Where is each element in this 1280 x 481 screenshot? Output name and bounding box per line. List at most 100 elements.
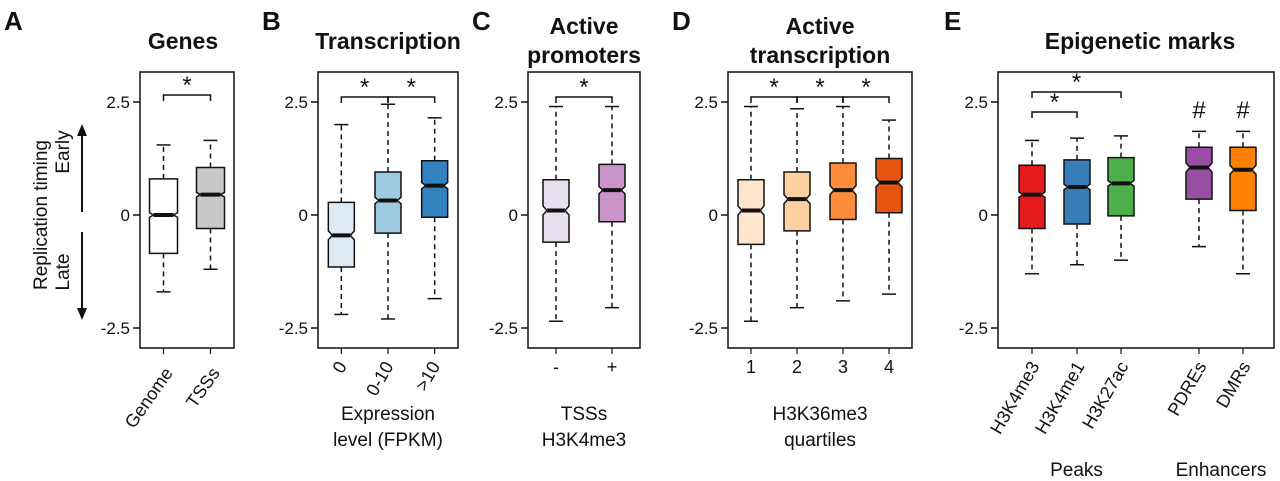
significance-bracket: * bbox=[555, 74, 613, 103]
box-body bbox=[1063, 159, 1091, 225]
y-tick-label: 2.5 bbox=[106, 93, 130, 112]
x-axis-label: TSSs bbox=[561, 404, 607, 425]
hash-marker: # bbox=[1192, 97, 1206, 124]
significance-bracket-line bbox=[162, 94, 212, 101]
significance-marker: * bbox=[407, 74, 416, 101]
significance-bracket: * bbox=[162, 72, 212, 101]
y-tick-label: 0 bbox=[509, 206, 518, 225]
box-body bbox=[1018, 164, 1046, 230]
box-body bbox=[598, 163, 626, 223]
box->10 bbox=[420, 117, 449, 300]
panel-d: D Active transcription 2.5 0 -2.5 1 2 3 4 * * * H3K36… bbox=[672, 6, 913, 451]
group-label: Peaks bbox=[1050, 460, 1103, 481]
box-2 bbox=[783, 108, 811, 309]
panel-letter: C bbox=[472, 6, 491, 36]
y-tick-label: 2.5 bbox=[694, 93, 718, 112]
panel-letter: B bbox=[262, 6, 281, 36]
box-body bbox=[420, 160, 449, 219]
x-axis-label: quartiles bbox=[784, 430, 856, 451]
y-tick-label: 2.5 bbox=[964, 93, 988, 112]
box-body bbox=[783, 171, 811, 232]
y-tick-label: -2.5 bbox=[101, 319, 130, 338]
category-label: >10 bbox=[412, 358, 445, 394]
plot-frame bbox=[139, 71, 235, 349]
category-label: DMRs bbox=[1212, 358, 1254, 411]
panel-title-line: Genes bbox=[148, 28, 218, 54]
y-tick-label: -2.5 bbox=[489, 319, 518, 338]
panel-b: B Transcription 2.5 0 -2.5 0 0-10 >10 * * Expressi… bbox=[262, 6, 461, 451]
significance-bracket: * bbox=[750, 74, 798, 103]
box-body bbox=[1229, 146, 1257, 212]
y-tick-label: -2.5 bbox=[959, 319, 988, 338]
y-axis-late-arrowhead bbox=[77, 308, 87, 320]
y-tick-label: 0 bbox=[299, 206, 308, 225]
panel-letter: D bbox=[672, 6, 691, 36]
category-label: 4 bbox=[884, 357, 894, 377]
y-axis-late-label: Late bbox=[53, 254, 74, 291]
category-label: PDREs bbox=[1164, 358, 1211, 419]
y-tick-label: 0 bbox=[979, 206, 988, 225]
panel-c: C Active promoters 2.5 0 -2.5 - + * TSSs H3K4me3 bbox=[472, 6, 641, 451]
y-tick-label: 0 bbox=[709, 206, 718, 225]
significance-marker: * bbox=[1072, 69, 1081, 96]
significance-marker: * bbox=[360, 74, 369, 101]
box-body bbox=[1107, 156, 1135, 217]
x-axis-label: H3K4me3 bbox=[542, 430, 627, 451]
category-label: + bbox=[607, 357, 618, 377]
significance-bracket: * bbox=[796, 74, 844, 103]
box-3 bbox=[829, 105, 857, 302]
significance-bracket-line bbox=[1031, 111, 1078, 118]
y-tick-label: 2.5 bbox=[494, 93, 518, 112]
category-label: 0-10 bbox=[362, 358, 397, 399]
y-axis-title: Replication timing bbox=[31, 140, 52, 290]
panel-title-line: Transcription bbox=[315, 28, 461, 54]
panel-letter: E bbox=[944, 6, 961, 36]
category-label: 1 bbox=[746, 357, 756, 377]
category-label: 3 bbox=[838, 357, 848, 377]
shared-y-axis-label: Replication timing Early Late bbox=[31, 124, 87, 320]
box-- bbox=[542, 105, 570, 322]
significance-marker: * bbox=[815, 74, 824, 101]
group-label: Enhancers bbox=[1176, 460, 1267, 481]
box-PDREs bbox=[1185, 130, 1213, 248]
box-+ bbox=[598, 105, 626, 309]
plot-frame bbox=[997, 71, 1275, 349]
hash-marker: # bbox=[1236, 97, 1250, 124]
significance-bracket-line bbox=[1031, 91, 1122, 98]
category-label: Genome bbox=[121, 364, 177, 432]
box-TSSs bbox=[195, 139, 226, 270]
panel-title-line: Active bbox=[549, 13, 618, 39]
panel-title-line: Active bbox=[785, 13, 854, 39]
box-H3K27ac bbox=[1107, 135, 1135, 261]
panel-title-line: transcription bbox=[750, 42, 891, 68]
category-label: TSSs bbox=[182, 364, 224, 412]
box-H3K4me1 bbox=[1063, 137, 1091, 266]
box-0-10 bbox=[374, 103, 402, 320]
box-body bbox=[875, 157, 903, 214]
plot-frame bbox=[527, 71, 641, 349]
box-4 bbox=[875, 119, 903, 295]
significance-marker: * bbox=[1050, 89, 1059, 116]
significance-bracket: * bbox=[1031, 89, 1078, 118]
y-tick-label: 0 bbox=[121, 206, 130, 225]
panel-title-line: promoters bbox=[527, 42, 641, 68]
panel-title-line: Epigenetic marks bbox=[1045, 28, 1235, 54]
x-axis-label: H3K36me3 bbox=[772, 404, 867, 425]
significance-bracket: * bbox=[842, 74, 890, 103]
significance-bracket: * bbox=[1031, 69, 1122, 98]
significance-marker: * bbox=[579, 74, 588, 101]
significance-marker: * bbox=[769, 74, 778, 101]
box-DMRs bbox=[1229, 130, 1257, 275]
x-axis-label: Expression bbox=[341, 404, 435, 425]
box-body bbox=[1185, 146, 1213, 200]
y-tick-label: -2.5 bbox=[689, 319, 718, 338]
category-label: 0 bbox=[328, 358, 350, 377]
significance-marker: * bbox=[861, 74, 870, 101]
box-Genome bbox=[148, 144, 179, 293]
significance-bracket: * bbox=[340, 74, 389, 103]
y-axis-early-label: Early bbox=[53, 130, 74, 174]
x-axis-label: level (FPKM) bbox=[333, 430, 443, 451]
